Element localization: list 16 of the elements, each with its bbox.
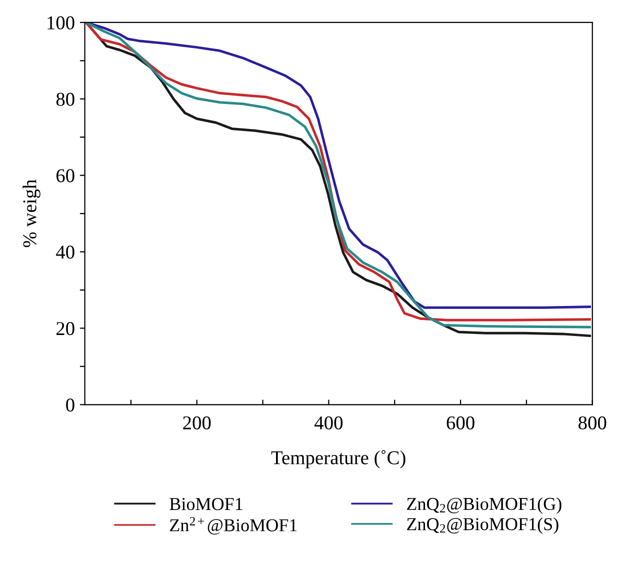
y-tick-label: 60 [56,169,74,182]
x-tick-label: 200 [183,416,211,430]
legend-label: ZnQ$_{2}$@BioMOF1(S) [407,518,558,534]
y-tick-label: 100 [48,16,74,30]
x-axis-title: Temperature (˚C) [271,450,406,468]
legend-label: ZnQ$_{2}$@BioMOF1(G) [407,497,562,514]
y-axis-title: % weigh [22,180,40,248]
x-tick-label: 400 [314,416,343,430]
y-tick-label: 80 [56,92,74,106]
y-tick-label: 20 [56,322,74,336]
x-tick-label: 800 [578,416,606,430]
y-tick-label: 40 [56,246,74,259]
x-tick-label: 600 [446,416,474,430]
y-tick-label: 0 [66,398,74,412]
legend-label: Zn$^{2+}$@BioMOF1 [170,517,297,535]
legend-label: BioMOF1 [170,498,242,510]
